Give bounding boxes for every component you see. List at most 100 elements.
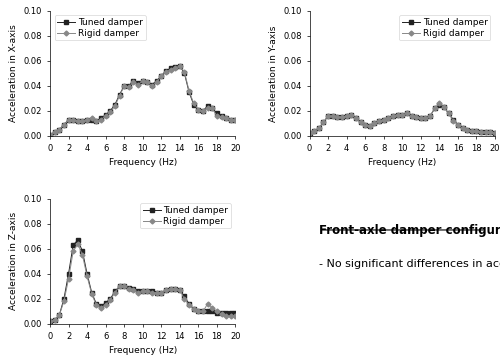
X-axis label: Frequency (Hz): Frequency (Hz) (368, 158, 436, 167)
Tuned damper (223, 310, 229, 315)
Tuned damper (84, 117, 90, 122)
Tuned damper (223, 116, 229, 121)
Tuned damper (450, 117, 456, 122)
Rigid damper (404, 111, 410, 116)
Tuned damper (158, 290, 164, 295)
Tuned damper (186, 90, 192, 94)
Rigid damper (172, 66, 178, 70)
Tuned damper (108, 297, 114, 301)
Line: Rigid damper: Rigid damper (48, 242, 237, 323)
Tuned damper (353, 116, 359, 121)
Rigid damper (168, 67, 173, 72)
Rigid damper (316, 126, 322, 131)
Rigid damper (154, 80, 160, 84)
Tuned damper (200, 309, 206, 314)
Rigid damper (126, 85, 132, 89)
Rigid damper (144, 80, 150, 84)
Tuned damper (130, 79, 136, 83)
Rigid damper (47, 132, 53, 137)
Rigid damper (108, 298, 114, 302)
Rigid damper (108, 110, 114, 114)
Rigid damper (200, 309, 206, 314)
Tuned damper (367, 124, 373, 128)
Tuned damper (400, 112, 406, 117)
Rigid damper (232, 314, 238, 319)
Rigid damper (94, 119, 100, 123)
Tuned damper (154, 290, 160, 295)
Tuned damper (386, 116, 392, 121)
Rigid damper (223, 314, 229, 319)
Line: Tuned damper: Tuned damper (48, 64, 237, 136)
Rigid damper (75, 119, 81, 123)
Tuned damper (394, 112, 400, 117)
Rigid damper (98, 305, 104, 310)
Tuned damper (413, 115, 419, 119)
Tuned damper (209, 309, 215, 314)
Tuned damper (70, 117, 76, 122)
Tuned damper (320, 120, 326, 124)
Tuned damper (52, 318, 58, 322)
Rigid damper (177, 288, 183, 292)
Tuned damper (144, 80, 150, 84)
Rigid damper (47, 319, 53, 324)
Tuned damper (311, 129, 317, 133)
Rigid damper (186, 303, 192, 307)
Rigid damper (464, 127, 470, 132)
Tuned damper (446, 111, 452, 116)
Tuned damper (432, 106, 438, 111)
Tuned damper (80, 249, 86, 253)
Tuned damper (102, 112, 108, 117)
Rigid damper (455, 122, 461, 127)
Tuned damper (334, 115, 340, 119)
Tuned damper (474, 129, 480, 133)
Tuned damper (330, 114, 336, 118)
Tuned damper (204, 309, 210, 314)
Line: Tuned damper: Tuned damper (308, 103, 496, 135)
Line: Rigid damper: Rigid damper (308, 102, 496, 135)
Tuned damper (232, 117, 238, 122)
Tuned damper (126, 84, 132, 88)
Rigid damper (186, 89, 192, 93)
Line: Tuned damper: Tuned damper (48, 238, 237, 323)
Tuned damper (218, 114, 224, 118)
Rigid damper (168, 287, 173, 291)
Rigid damper (149, 84, 155, 88)
Tuned damper (121, 84, 127, 88)
Tuned damper (168, 66, 173, 70)
Rigid damper (376, 119, 382, 123)
Rigid damper (140, 79, 145, 83)
Tuned damper (140, 289, 145, 293)
Rigid damper (130, 80, 136, 84)
X-axis label: Frequency (Hz): Frequency (Hz) (108, 158, 177, 167)
Line: Rigid damper: Rigid damper (48, 64, 237, 136)
Rigid damper (422, 116, 428, 121)
Tuned damper (61, 122, 67, 127)
Rigid damper (196, 309, 202, 314)
Rigid damper (474, 129, 480, 133)
Tuned damper (204, 104, 210, 108)
Rigid damper (339, 115, 345, 119)
Rigid damper (190, 101, 196, 105)
Rigid damper (94, 303, 100, 307)
Rigid damper (98, 117, 104, 122)
Rigid damper (61, 299, 67, 304)
Rigid damper (320, 120, 326, 124)
Rigid damper (140, 289, 145, 293)
Tuned damper (196, 108, 202, 112)
Rigid damper (446, 111, 452, 116)
Tuned damper (196, 309, 202, 314)
Tuned damper (182, 71, 188, 75)
Tuned damper (381, 117, 387, 122)
Rigid damper (386, 116, 392, 121)
Rigid damper (204, 106, 210, 111)
Rigid damper (413, 115, 419, 119)
Tuned damper (228, 117, 234, 122)
Rigid damper (209, 106, 215, 111)
Rigid damper (223, 116, 229, 121)
Y-axis label: Acceleration in Y-axis: Acceleration in Y-axis (269, 25, 278, 121)
Tuned damper (177, 64, 183, 68)
Tuned damper (344, 114, 349, 118)
Tuned damper (214, 310, 220, 315)
Rigid damper (209, 305, 215, 310)
Tuned damper (358, 120, 364, 124)
